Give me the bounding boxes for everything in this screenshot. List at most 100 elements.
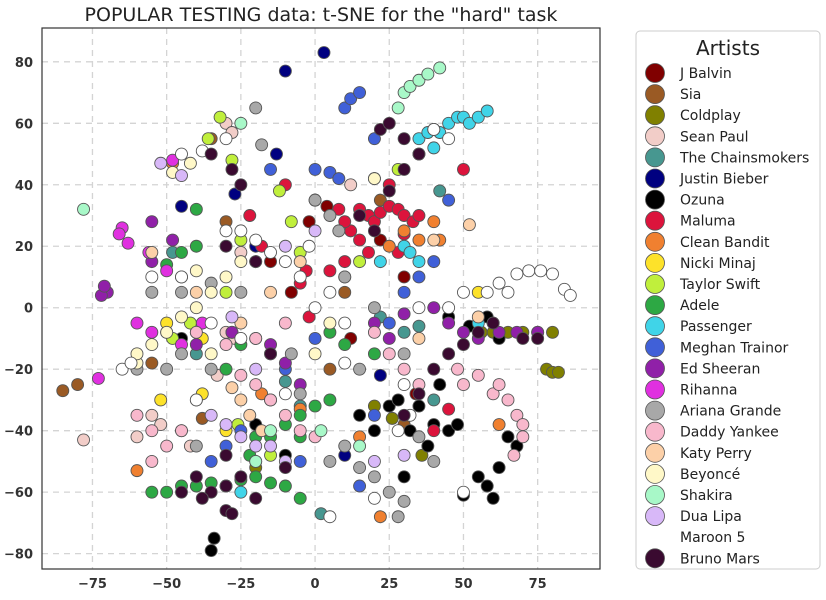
data-point (323, 362, 337, 376)
data-point (323, 454, 337, 468)
data-point (457, 162, 470, 176)
legend-marker (645, 231, 665, 252)
data-point (391, 101, 405, 115)
data-point (373, 122, 387, 136)
data-point (264, 424, 277, 438)
legend-label: Clean Bandit (680, 235, 770, 251)
data-point (492, 461, 506, 475)
data-point (219, 239, 233, 253)
data-point (264, 245, 277, 259)
legend-label: Passenger (680, 319, 752, 335)
data-point (77, 202, 91, 216)
data-point (302, 215, 316, 229)
data-point (97, 279, 111, 293)
data-point (397, 224, 411, 238)
data-point (323, 209, 337, 222)
data-point (234, 316, 248, 330)
data-point (344, 178, 358, 192)
data-point (189, 202, 203, 216)
data-point (204, 285, 218, 299)
data-point (204, 454, 218, 468)
legend-label: Sia (680, 87, 701, 103)
y-tick-label: 60 (15, 117, 33, 132)
data-point (486, 387, 500, 401)
legend: Artists J Balvin Sia Coldplay Sean Paul The … (635, 30, 821, 570)
data-point (471, 310, 485, 324)
data-point (492, 276, 506, 290)
data-point (278, 461, 292, 475)
data-point (457, 285, 470, 299)
legend-item: Shakira (645, 485, 733, 505)
legend-item: Daddy Yankee (645, 421, 779, 442)
data-point (204, 147, 218, 161)
data-point (353, 362, 367, 376)
data-point (219, 285, 233, 299)
data-point (353, 255, 367, 269)
data-point (204, 347, 218, 361)
data-point (175, 245, 188, 259)
data-point (427, 393, 441, 407)
data-point (442, 316, 456, 330)
x-tick-label: 75 (529, 577, 547, 592)
data-point (204, 316, 218, 330)
data-point (249, 378, 263, 392)
data-point (213, 110, 227, 124)
data-point (293, 255, 307, 269)
data-point (284, 215, 298, 229)
legend-items: J Balvin Sia Coldplay Sean Paul The Chainsmo… (645, 63, 809, 569)
data-point (531, 332, 545, 345)
data-point (471, 470, 485, 484)
legend-label: Dua Lipa (680, 509, 742, 525)
data-point (243, 209, 257, 222)
legend-marker (645, 84, 665, 104)
data-point (486, 491, 500, 505)
data-point (451, 362, 464, 376)
data-point (278, 356, 292, 370)
legend-marker (645, 63, 665, 83)
data-point (338, 338, 352, 352)
data-point (451, 418, 464, 431)
data-point (323, 166, 337, 179)
data-point (353, 233, 367, 247)
legend-label: Katy Perry (680, 446, 752, 462)
data-point (264, 347, 277, 361)
data-point (234, 485, 248, 499)
legend-marker (645, 147, 665, 168)
data-point (353, 479, 367, 493)
data-point (278, 316, 292, 330)
data-point (492, 418, 506, 431)
y-tick-label: 0 (24, 302, 33, 317)
data-point (293, 424, 307, 438)
legend-marker (645, 379, 665, 400)
x-tick-label: 0 (311, 577, 320, 592)
data-point (442, 301, 456, 315)
data-point (145, 408, 159, 422)
x-tick-label: −50 (152, 577, 181, 592)
data-point (130, 347, 144, 361)
data-point (293, 387, 307, 401)
data-point (264, 476, 277, 490)
data-point (412, 430, 426, 444)
data-point (183, 156, 197, 170)
data-point (323, 264, 337, 278)
x-tick-label: −75 (78, 577, 107, 592)
data-point (234, 224, 248, 238)
data-point (338, 316, 352, 330)
data-point (412, 319, 426, 333)
data-point (382, 239, 396, 253)
legend-marker (645, 210, 665, 231)
data-point (91, 371, 105, 385)
data-point (175, 147, 188, 161)
data-point (501, 285, 515, 299)
legend-item: Clean Bandit (645, 231, 770, 252)
data-point (56, 384, 70, 398)
data-point (397, 408, 411, 422)
data-point (284, 285, 298, 299)
data-point (308, 162, 322, 176)
legend-item: Meghan Trainor (645, 337, 789, 358)
data-point (160, 264, 174, 278)
data-point (175, 347, 188, 361)
data-point (145, 325, 159, 339)
data-point (323, 510, 337, 524)
data-point (189, 393, 203, 407)
